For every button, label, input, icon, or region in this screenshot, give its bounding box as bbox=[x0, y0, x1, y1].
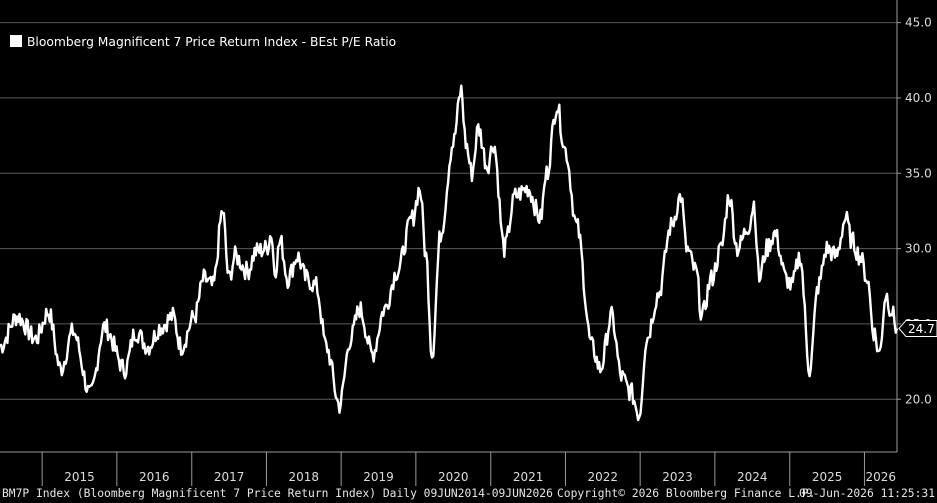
y-tick-label: 40.0 bbox=[905, 91, 932, 105]
x-tick-label: 2023 bbox=[662, 470, 693, 484]
x-tick-label: 2024 bbox=[737, 470, 768, 484]
y-tick-label: 30.0 bbox=[905, 242, 932, 256]
legend-label: Bloomberg Magnificent 7 Price Return Ind… bbox=[27, 35, 396, 49]
x-axis: 2015 2016 2017 2018 2019 2020 2021 2022 2023 2024… bbox=[0, 451, 897, 486]
x-tick-label: 2021 bbox=[513, 470, 544, 484]
pe-ratio-chart: 2015 2016 2017 2018 2019 2020 2021 2022 2023 2024… bbox=[0, 0, 937, 486]
x-tick-label: 2018 bbox=[289, 470, 320, 484]
last-value-label: 24.7 bbox=[908, 322, 935, 336]
x-tick-label: 2015 bbox=[64, 470, 95, 484]
x-tick-label: 2022 bbox=[588, 470, 619, 484]
series-line bbox=[0, 84, 899, 422]
x-tick-label: 2020 bbox=[438, 470, 469, 484]
x-tick-label: 2017 bbox=[214, 470, 245, 484]
footer-copyright: Copyright© 2026 Bloomberg Finance L.P. bbox=[557, 487, 816, 500]
gridlines bbox=[0, 22, 897, 400]
x-tick-label: 2019 bbox=[363, 470, 394, 484]
y-tick-label: 35.0 bbox=[905, 166, 932, 180]
legend-swatch bbox=[10, 35, 22, 47]
x-tick-label: 2016 bbox=[139, 470, 170, 484]
last-value-tag: 24.7 bbox=[898, 319, 937, 337]
y-tick-label: 20.0 bbox=[905, 392, 932, 406]
x-tick-label: 2025 bbox=[812, 470, 843, 484]
x-tick-label: 2026 bbox=[865, 470, 896, 484]
footer-timestamp: 09-Jun-2026 11:25:31 bbox=[798, 487, 935, 500]
footer-description: BM7P Index (Bloomberg Magnificent 7 Pric… bbox=[2, 487, 553, 500]
y-tick-label: 45.0 bbox=[905, 16, 932, 30]
legend: Bloomberg Magnificent 7 Price Return Ind… bbox=[3, 30, 409, 54]
footer-bar: BM7P Index (Bloomberg Magnificent 7 Pric… bbox=[0, 486, 937, 503]
